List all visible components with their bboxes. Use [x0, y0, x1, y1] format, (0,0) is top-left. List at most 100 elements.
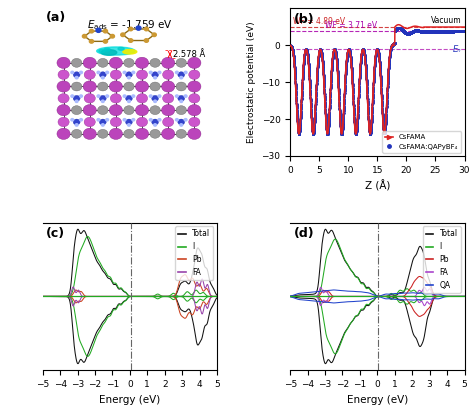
Circle shape [80, 95, 82, 97]
Text: Vacuum: Vacuum [431, 16, 462, 25]
Circle shape [100, 95, 106, 101]
Circle shape [136, 57, 149, 68]
CsFAMA [396, 22, 401, 27]
Circle shape [84, 70, 95, 79]
CsFAMA [458, 24, 464, 29]
Circle shape [184, 71, 187, 74]
Circle shape [121, 33, 125, 37]
Circle shape [90, 39, 93, 43]
Circle shape [152, 33, 156, 37]
Circle shape [158, 71, 161, 74]
Text: (d): (d) [294, 227, 314, 240]
Circle shape [150, 59, 160, 67]
Circle shape [162, 57, 175, 68]
Text: Eₙ: Eₙ [453, 45, 462, 54]
Circle shape [150, 82, 160, 91]
Circle shape [176, 106, 186, 115]
Circle shape [101, 100, 104, 103]
Circle shape [149, 118, 152, 121]
Circle shape [136, 26, 141, 30]
Ellipse shape [104, 48, 110, 51]
Circle shape [128, 27, 133, 31]
Circle shape [175, 71, 178, 74]
Circle shape [154, 124, 156, 126]
Circle shape [180, 77, 182, 79]
Circle shape [101, 77, 104, 79]
Circle shape [109, 57, 122, 68]
Ellipse shape [101, 50, 117, 55]
Circle shape [154, 77, 156, 79]
Circle shape [126, 119, 132, 125]
Circle shape [97, 71, 100, 74]
CsFAMA [362, 53, 367, 58]
CsFAMA:QAPyBF₄ [362, 53, 367, 58]
Circle shape [84, 94, 95, 103]
Circle shape [83, 105, 96, 116]
Circle shape [154, 100, 156, 103]
Ellipse shape [123, 50, 137, 54]
CsFAMA:QAPyBF₄ [458, 29, 464, 34]
Circle shape [100, 119, 106, 125]
Circle shape [178, 95, 185, 101]
Circle shape [189, 117, 200, 127]
Circle shape [137, 94, 147, 103]
Circle shape [132, 71, 135, 74]
Circle shape [136, 128, 149, 140]
Circle shape [189, 94, 200, 103]
Text: (c): (c) [46, 227, 65, 240]
Circle shape [72, 59, 82, 67]
Circle shape [110, 70, 121, 79]
Circle shape [109, 105, 122, 116]
Circle shape [73, 119, 80, 125]
Circle shape [106, 118, 109, 121]
Circle shape [103, 39, 108, 43]
CsFAMA:QAPyBF₄ [287, 43, 293, 48]
Circle shape [109, 81, 122, 92]
Circle shape [132, 95, 135, 97]
Circle shape [149, 71, 152, 74]
CsFAMA:QAPyBF₄ [396, 25, 402, 30]
Circle shape [57, 57, 70, 68]
CsFAMA [354, 122, 360, 127]
Text: (b): (b) [294, 13, 314, 26]
Line: CsFAMA: CsFAMA [290, 25, 465, 134]
Circle shape [176, 129, 186, 138]
Circle shape [83, 81, 96, 92]
Circle shape [158, 95, 161, 97]
Circle shape [184, 118, 187, 121]
Circle shape [72, 129, 82, 138]
Text: (a): (a) [46, 11, 66, 24]
Circle shape [137, 117, 147, 127]
Circle shape [163, 94, 174, 103]
Circle shape [123, 95, 126, 97]
Circle shape [126, 72, 132, 78]
X-axis label: Energy (eV): Energy (eV) [99, 395, 160, 405]
Circle shape [90, 29, 93, 33]
Line: CsFAMA:QAPyBF₄: CsFAMA:QAPyBF₄ [290, 27, 465, 134]
Circle shape [123, 71, 126, 74]
Circle shape [162, 105, 175, 116]
Circle shape [80, 118, 82, 121]
Ellipse shape [97, 47, 135, 55]
Circle shape [124, 82, 134, 91]
Circle shape [176, 59, 186, 67]
Circle shape [124, 129, 134, 138]
Circle shape [75, 124, 78, 126]
Circle shape [58, 94, 69, 103]
Circle shape [144, 27, 148, 31]
Circle shape [97, 95, 100, 97]
Y-axis label: Electrostatic potential (eV): Electrostatic potential (eV) [247, 21, 256, 143]
Circle shape [128, 100, 130, 103]
Circle shape [126, 95, 132, 101]
CsFAMA:QAPyBF₄ [354, 122, 360, 127]
CsFAMA [307, 88, 313, 93]
Circle shape [57, 81, 70, 92]
Circle shape [106, 71, 109, 74]
Circle shape [71, 118, 73, 121]
Circle shape [152, 95, 159, 101]
Circle shape [58, 70, 69, 79]
Circle shape [158, 118, 161, 121]
Circle shape [180, 100, 182, 103]
CsFAMA:QAPyBF₄ [307, 88, 313, 93]
Circle shape [83, 128, 96, 140]
